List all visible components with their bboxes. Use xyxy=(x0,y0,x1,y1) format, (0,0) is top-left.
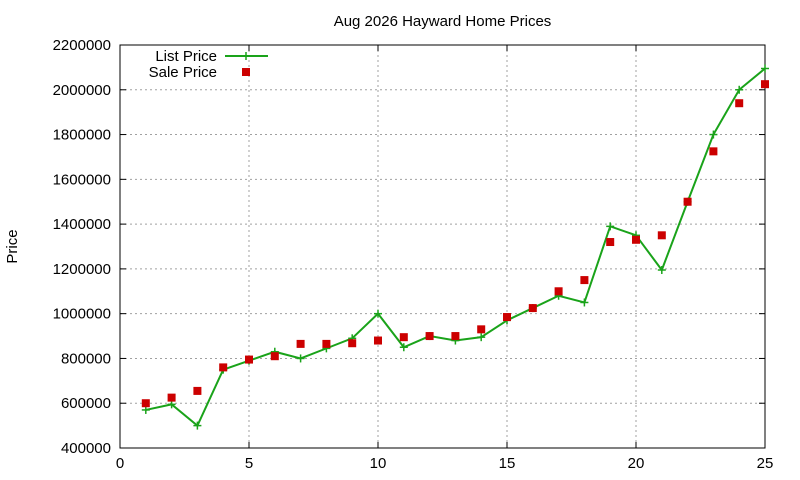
grid xyxy=(120,45,765,448)
list-price-point xyxy=(657,266,666,275)
y-tick-label: 1800000 xyxy=(53,127,111,144)
sale-price-point xyxy=(193,386,202,395)
sale-price-point xyxy=(606,238,615,247)
y-tick-label: 2000000 xyxy=(53,82,111,99)
sale-price-point xyxy=(683,197,692,206)
y-tick-label: 1600000 xyxy=(53,171,111,188)
sale-price-point xyxy=(374,336,382,345)
y-tick-label: 1000000 xyxy=(53,306,111,323)
list-price-point xyxy=(399,343,408,352)
sale-price-point xyxy=(399,333,408,342)
list-price-line xyxy=(145,67,766,428)
x-tick-label: 10 xyxy=(370,455,387,472)
y-tick-label: 400000 xyxy=(61,440,111,457)
series xyxy=(141,64,769,430)
sale-price-point xyxy=(219,363,228,372)
sale-price-point xyxy=(528,304,537,313)
list-price-point xyxy=(761,64,769,73)
sale-price-point xyxy=(270,352,279,361)
y-tick-label: 1200000 xyxy=(53,261,111,278)
x-tick-label: 25 xyxy=(757,455,774,472)
y-tick-label: 2200000 xyxy=(53,37,111,54)
sale-price-point xyxy=(735,99,744,108)
legend-label: List Price xyxy=(155,48,217,65)
y-tick-label: 1400000 xyxy=(53,216,111,233)
list-price-point xyxy=(606,222,615,231)
sale-price-point xyxy=(245,355,253,364)
list-price-point xyxy=(167,400,176,409)
legend-label: Sale Price xyxy=(149,64,217,81)
legend-cross-swatch xyxy=(242,52,250,60)
list-price-point xyxy=(735,85,744,94)
sale-price-point xyxy=(503,313,511,322)
list-price-point xyxy=(374,309,382,318)
sale-price-point xyxy=(632,235,640,244)
sale-price-point xyxy=(348,339,357,348)
sale-price-point xyxy=(167,393,176,402)
plot-frame xyxy=(119,44,766,449)
sale-price-point xyxy=(322,339,331,348)
sale-price-point xyxy=(296,339,305,348)
sale-price-series xyxy=(141,80,769,408)
axis-ticks: 0 5 10 15 20 25 400000 600000 800000 1000000 12000… xyxy=(53,37,774,472)
sale-price-point xyxy=(141,399,150,408)
list-price-point xyxy=(709,130,718,139)
sale-price-point xyxy=(709,147,718,156)
list-price-point xyxy=(580,298,589,307)
list-price-point xyxy=(477,333,486,342)
list-price-point xyxy=(141,405,150,414)
x-tick-label: 20 xyxy=(628,455,645,472)
list-price-point xyxy=(296,354,305,363)
y-tick-label: 600000 xyxy=(61,395,111,412)
sale-price-point xyxy=(761,80,769,89)
y-tick-label: 800000 xyxy=(61,350,111,367)
legend-square-swatch xyxy=(242,68,250,76)
chart-title: Aug 2026 Hayward Home Prices xyxy=(334,13,552,30)
list-price-point xyxy=(193,421,202,430)
sale-price-point xyxy=(451,332,460,341)
x-tick-label: 15 xyxy=(499,455,516,472)
y-axis-label: Price xyxy=(4,229,21,263)
list-price-series xyxy=(141,64,769,430)
sale-price-point xyxy=(477,325,486,334)
sale-price-point xyxy=(425,332,434,341)
x-tick-label: 0 xyxy=(116,455,124,472)
sale-price-point xyxy=(554,287,563,296)
x-tick-label: 5 xyxy=(245,455,253,472)
sale-price-point xyxy=(657,231,666,240)
sale-price-point xyxy=(580,276,589,285)
